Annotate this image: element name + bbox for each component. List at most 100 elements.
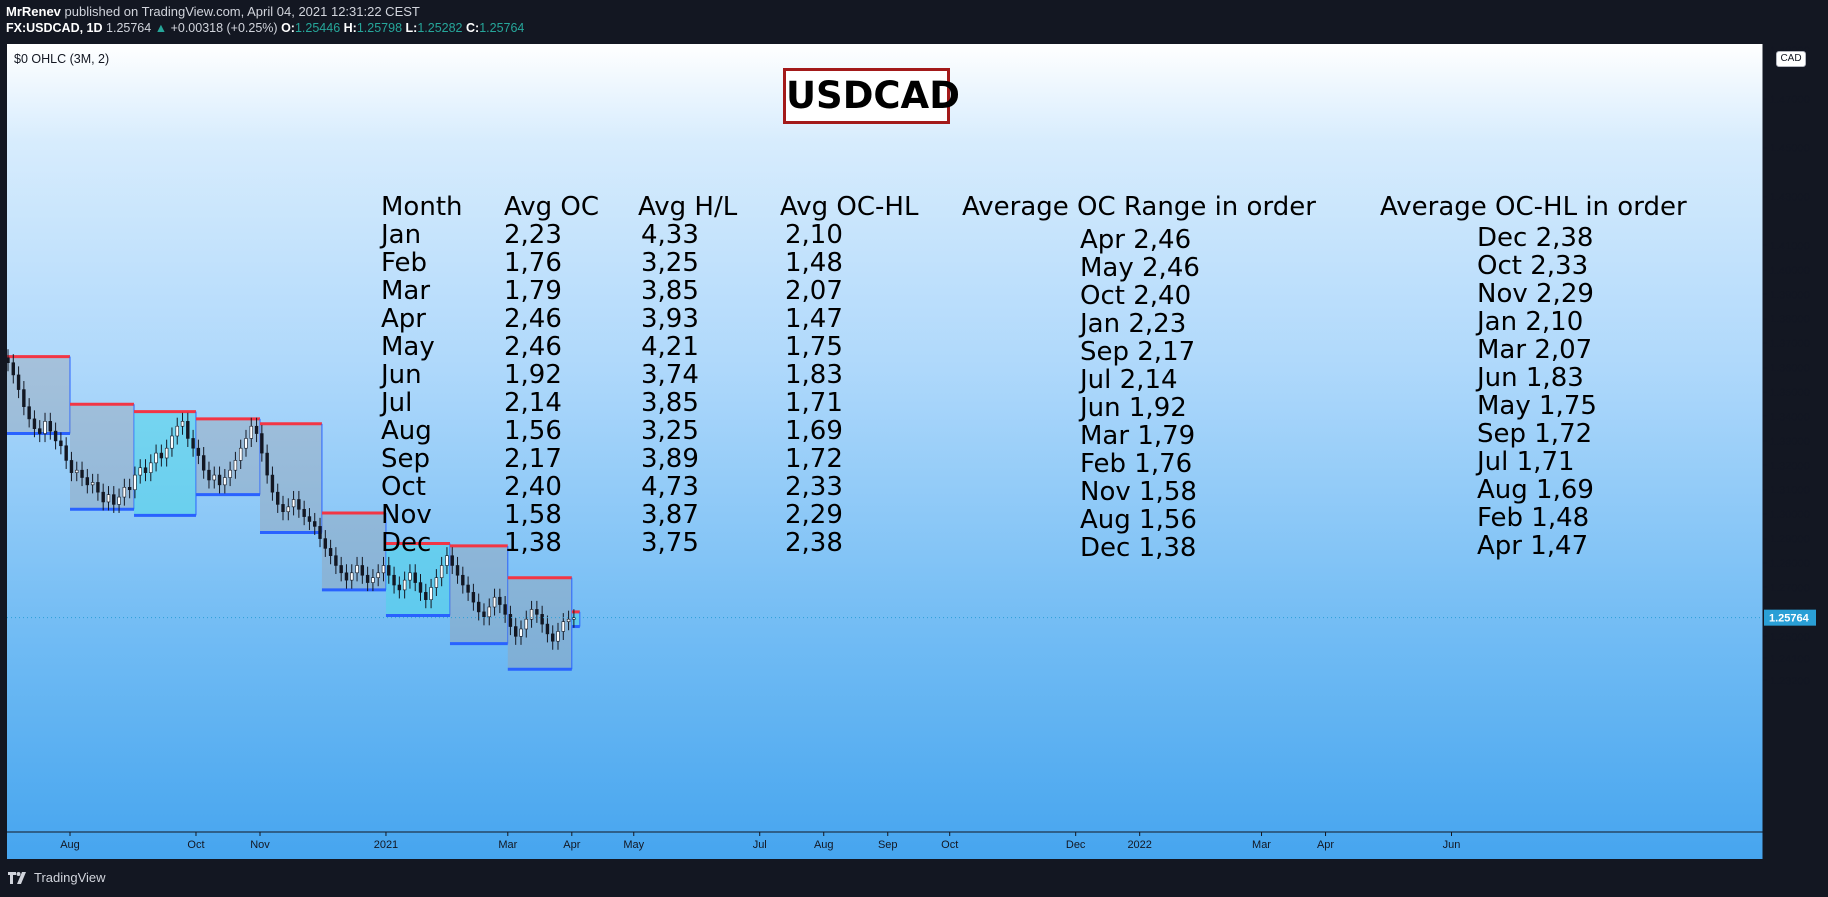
candle-body bbox=[313, 521, 317, 527]
close-value: 1.25764 bbox=[479, 21, 525, 35]
candle-body bbox=[270, 474, 275, 493]
candle-body bbox=[138, 467, 142, 476]
up-arrow-icon: ▲ bbox=[154, 21, 168, 35]
oc-order-item: Dec 1,38 bbox=[1080, 533, 1197, 563]
candle-body bbox=[96, 482, 100, 493]
ochl-order-item: Apr 1,47 bbox=[1477, 531, 1589, 561]
price-tick-label: 1.37000 bbox=[1770, 338, 1810, 350]
low-value: 1.25282 bbox=[417, 21, 463, 35]
candle-body bbox=[514, 626, 518, 637]
candle-body bbox=[175, 425, 179, 437]
candle-body bbox=[540, 614, 544, 625]
candle-body bbox=[466, 584, 470, 593]
candle-body bbox=[133, 474, 137, 491]
candle-body bbox=[127, 486, 132, 491]
candle-body bbox=[191, 438, 195, 449]
candle-body bbox=[556, 631, 560, 642]
table-cell: Apr bbox=[381, 304, 426, 334]
table-cell: 1,79 bbox=[504, 276, 562, 306]
ochl-order-item: Oct 2,33 bbox=[1477, 251, 1589, 281]
candle-body bbox=[16, 374, 21, 390]
candle-body bbox=[365, 574, 370, 583]
price-tick-label: 1.33000 bbox=[1770, 436, 1810, 448]
candle-body bbox=[207, 469, 211, 481]
table-cell: Mar bbox=[381, 276, 431, 306]
currency-badge[interactable]: CAD bbox=[1776, 51, 1806, 67]
price-tick-label: 1.38000 bbox=[1770, 314, 1810, 326]
candle-body bbox=[32, 418, 37, 429]
table-cell: Jun bbox=[381, 360, 422, 390]
candle-body bbox=[476, 601, 481, 613]
candle-body bbox=[69, 460, 74, 473]
candle-body bbox=[355, 565, 359, 574]
price-tick-label: 1.29000 bbox=[1770, 534, 1810, 546]
monthly-range-zone bbox=[195, 418, 260, 495]
candle-body bbox=[43, 421, 47, 434]
candle-body bbox=[276, 491, 280, 505]
candle-body bbox=[445, 555, 449, 566]
candle-body bbox=[524, 618, 528, 630]
candle-body bbox=[339, 565, 343, 574]
price-tick-label: 1.26000 bbox=[1770, 607, 1810, 619]
chart-svg[interactable] bbox=[7, 44, 1763, 859]
candle-body bbox=[85, 477, 90, 486]
table-cell: 3,85 bbox=[641, 388, 699, 418]
candle-body bbox=[487, 606, 491, 618]
candle-body bbox=[112, 494, 116, 505]
table-cell: 1,75 bbox=[785, 332, 843, 362]
table-cell: 1,92 bbox=[504, 360, 562, 390]
open-value: 1.25446 bbox=[294, 21, 341, 35]
table-cell: 1,47 bbox=[785, 304, 843, 334]
candle-body bbox=[233, 460, 238, 471]
price-tick-label: 1.23200 bbox=[1770, 675, 1810, 687]
table-cell: 1,83 bbox=[785, 360, 843, 390]
candle-body bbox=[376, 572, 380, 578]
table-cell: Feb bbox=[381, 248, 428, 278]
candle-body bbox=[529, 609, 534, 620]
candle-body bbox=[323, 538, 328, 549]
chart-area[interactable] bbox=[7, 44, 1763, 859]
table-cell: 1,76 bbox=[504, 248, 562, 278]
candle-body bbox=[149, 462, 153, 473]
candle-body bbox=[281, 504, 285, 513]
candle-body bbox=[228, 469, 232, 478]
table-header-cell: Month bbox=[381, 192, 463, 222]
last-price: 1.25764 bbox=[106, 21, 152, 35]
ochl-order-item: Mar 2,07 bbox=[1477, 335, 1593, 365]
candle-body bbox=[545, 623, 550, 635]
table-cell: 2,33 bbox=[785, 472, 843, 502]
table-cell: 2,40 bbox=[504, 472, 562, 502]
candle-body bbox=[106, 494, 111, 503]
author-name[interactable]: MrRenev bbox=[6, 4, 61, 19]
table-cell: 2,46 bbox=[504, 332, 562, 362]
price-tick-label: 1.27000 bbox=[1770, 582, 1810, 594]
table-cell: 1,56 bbox=[504, 416, 562, 446]
candle-body bbox=[318, 526, 322, 539]
chart-title: USDCAD bbox=[783, 68, 960, 124]
table-header-cell: Avg H/L bbox=[638, 192, 738, 222]
close-label: C: bbox=[466, 21, 480, 35]
table-cell: 2,07 bbox=[785, 276, 843, 306]
candle-body bbox=[238, 447, 243, 461]
high-value: 1.25798 bbox=[356, 21, 403, 35]
candle-body bbox=[535, 609, 539, 615]
candle-body bbox=[143, 467, 148, 473]
footer-bar: TradingView bbox=[0, 859, 1828, 897]
published-text: published on TradingView.com, April 04, … bbox=[60, 4, 420, 19]
candle-body bbox=[80, 469, 84, 478]
table-cell: 1,72 bbox=[785, 444, 843, 474]
ochl-order-item: Jul 1,71 bbox=[1477, 447, 1575, 477]
indicator-label[interactable]: $0 OHLC (3M, 2) bbox=[14, 52, 110, 66]
price-tick-label: 1.36000 bbox=[1770, 363, 1810, 375]
candle-body bbox=[503, 604, 507, 615]
candle-body bbox=[371, 577, 375, 583]
candle-body bbox=[249, 425, 253, 439]
candle-body bbox=[408, 572, 412, 581]
table-cell: 2,29 bbox=[785, 500, 843, 530]
tradingview-brand[interactable]: TradingView bbox=[34, 870, 106, 885]
tradingview-logo-icon[interactable] bbox=[8, 870, 28, 886]
symbol-ohlc-line: FX:USDCAD, 1D 1.25764 ▲ +0.00318 (+0.25%… bbox=[6, 21, 524, 35]
candle-body bbox=[27, 406, 31, 420]
candle-body bbox=[307, 516, 312, 522]
candle-body bbox=[302, 508, 306, 517]
